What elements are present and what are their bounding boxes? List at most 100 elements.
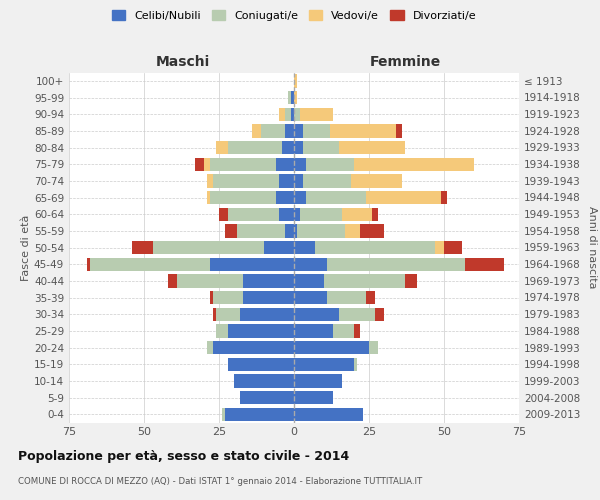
Bar xyxy=(465,258,504,271)
Bar xyxy=(261,124,285,138)
Bar xyxy=(339,308,375,321)
Bar xyxy=(222,408,225,421)
Bar xyxy=(294,241,315,254)
Bar xyxy=(213,341,294,354)
Bar xyxy=(288,91,291,104)
Bar xyxy=(237,224,285,237)
Bar xyxy=(294,208,300,221)
Bar xyxy=(225,224,237,237)
Bar xyxy=(177,274,243,287)
Bar xyxy=(168,274,177,287)
Bar xyxy=(327,258,465,271)
Y-axis label: Anni di nascita: Anni di nascita xyxy=(587,206,597,288)
Bar xyxy=(210,191,276,204)
Bar xyxy=(279,174,294,188)
Bar xyxy=(294,141,303,154)
Bar xyxy=(354,158,474,171)
Bar xyxy=(294,324,333,338)
Bar xyxy=(279,208,294,221)
Bar xyxy=(375,308,384,321)
Bar xyxy=(207,174,213,188)
Bar xyxy=(216,141,228,154)
Bar xyxy=(210,158,276,171)
Bar xyxy=(297,224,345,237)
Bar xyxy=(303,174,351,188)
Bar xyxy=(294,358,354,371)
Bar xyxy=(132,241,153,254)
Bar xyxy=(276,191,294,204)
Bar xyxy=(264,241,294,254)
Bar xyxy=(294,391,333,404)
Bar xyxy=(285,108,291,121)
Bar xyxy=(87,258,90,271)
Bar xyxy=(354,358,357,371)
Bar xyxy=(234,374,294,388)
Bar xyxy=(294,74,297,88)
Bar xyxy=(294,174,303,188)
Bar xyxy=(213,308,216,321)
Bar xyxy=(327,291,366,304)
Bar xyxy=(294,408,363,421)
Bar xyxy=(441,191,447,204)
Bar xyxy=(324,274,405,287)
Bar xyxy=(294,274,324,287)
Bar xyxy=(204,158,210,171)
Bar xyxy=(213,174,279,188)
Bar xyxy=(351,174,402,188)
Bar xyxy=(228,208,279,221)
Bar xyxy=(225,408,294,421)
Bar xyxy=(294,191,306,204)
Bar xyxy=(333,324,354,338)
Bar xyxy=(330,124,396,138)
Bar xyxy=(294,224,297,237)
Bar xyxy=(228,324,294,338)
Bar xyxy=(285,124,294,138)
Bar xyxy=(369,341,378,354)
Bar xyxy=(240,308,294,321)
Bar xyxy=(405,274,417,287)
Bar xyxy=(285,224,294,237)
Bar xyxy=(396,124,402,138)
Bar xyxy=(354,324,360,338)
Bar xyxy=(303,124,330,138)
Bar xyxy=(303,141,339,154)
Bar xyxy=(207,191,210,204)
Bar xyxy=(294,158,306,171)
Bar xyxy=(339,141,405,154)
Bar xyxy=(210,258,294,271)
Bar xyxy=(300,108,333,121)
Bar xyxy=(342,208,372,221)
Bar xyxy=(240,391,294,404)
Bar xyxy=(243,291,294,304)
Bar xyxy=(294,308,339,321)
Bar xyxy=(435,241,444,254)
Bar xyxy=(213,291,243,304)
Legend: Celibi/Nubili, Coniugati/e, Vedovi/e, Divorziati/e: Celibi/Nubili, Coniugati/e, Vedovi/e, Di… xyxy=(107,6,481,25)
Bar xyxy=(294,91,297,104)
Bar xyxy=(294,374,342,388)
Bar xyxy=(210,291,213,304)
Bar xyxy=(207,341,213,354)
Bar xyxy=(345,224,360,237)
Bar xyxy=(306,191,366,204)
Bar xyxy=(216,324,228,338)
Bar xyxy=(294,108,300,121)
Bar xyxy=(228,141,282,154)
Bar xyxy=(153,241,264,254)
Bar xyxy=(294,124,303,138)
Bar xyxy=(294,341,369,354)
Bar xyxy=(276,158,294,171)
Bar xyxy=(228,358,294,371)
Text: Popolazione per età, sesso e stato civile - 2014: Popolazione per età, sesso e stato civil… xyxy=(18,450,349,463)
Bar xyxy=(294,291,327,304)
Bar xyxy=(315,241,435,254)
Bar xyxy=(360,224,384,237)
Bar xyxy=(444,241,462,254)
Bar xyxy=(282,141,294,154)
Y-axis label: Fasce di età: Fasce di età xyxy=(21,214,31,280)
Bar xyxy=(216,308,240,321)
Bar xyxy=(372,208,378,221)
Bar xyxy=(219,208,228,221)
Bar xyxy=(243,274,294,287)
Bar xyxy=(252,124,261,138)
